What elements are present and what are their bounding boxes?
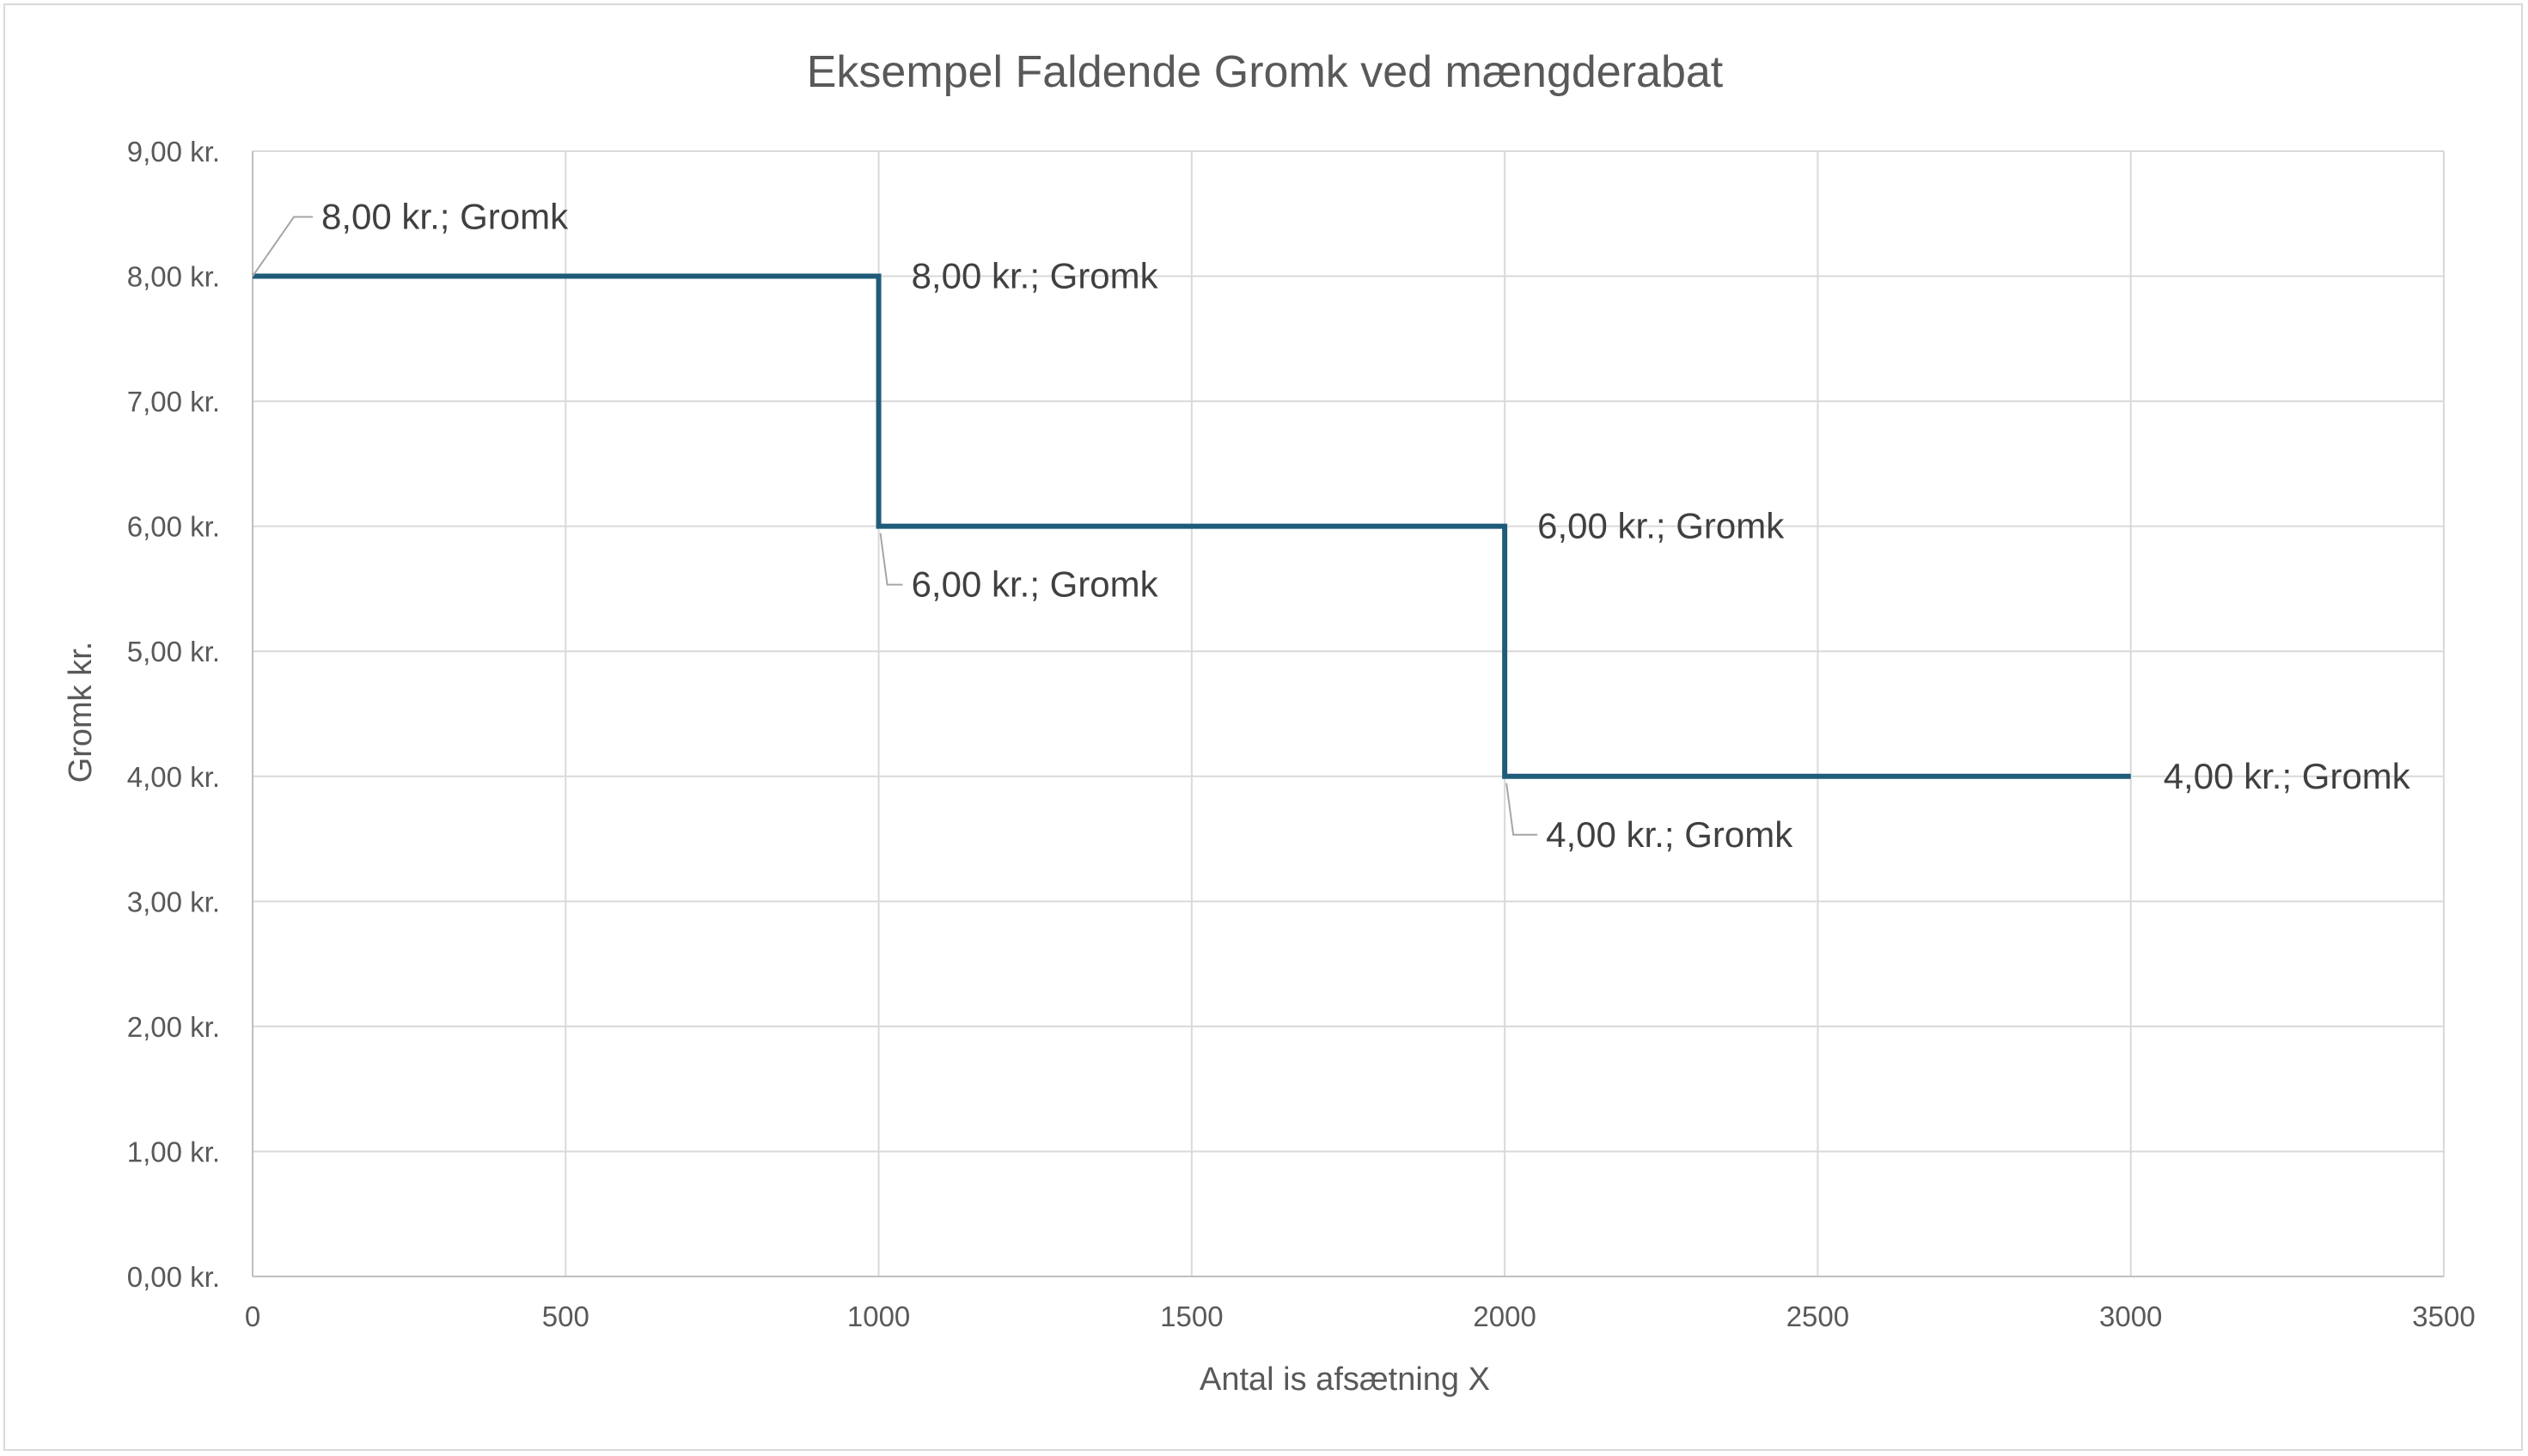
axes: 0,00 kr. 1,00 kr. 2,00 kr. 3,00 kr. 4,00 kr.… <box>127 136 2476 1332</box>
x-tick-label: 3000 <box>2099 1301 2162 1332</box>
x-tick-label: 2000 <box>1473 1301 1536 1332</box>
y-tick-label: 4,00 kr. <box>127 761 220 793</box>
x-tick-label: 1500 <box>1160 1301 1223 1332</box>
data-label: 4,00 kr.; Gromk <box>2164 756 2411 796</box>
x-tick-label: 2500 <box>1786 1301 1849 1332</box>
line-chart: Eksempel Faldende Gromk ved mængderabat … <box>63 47 2476 1398</box>
y-tick-label: 1,00 kr. <box>127 1136 220 1167</box>
x-axis-title: Antal is afsætning X <box>1200 1362 1490 1398</box>
y-axis-title: Gromk kr. <box>63 642 99 783</box>
y-tick-label: 7,00 kr. <box>127 386 220 417</box>
chart-area: Eksempel Faldende Gromk ved mængderabat … <box>3 3 2523 1451</box>
y-tick-label: 2,00 kr. <box>127 1011 220 1043</box>
y-tick-label: 5,00 kr. <box>127 636 220 667</box>
y-tick-label: 8,00 kr. <box>127 261 220 293</box>
series-line <box>253 273 2131 779</box>
gridlines <box>253 150 2445 1276</box>
data-label: 6,00 kr.; Gromk <box>912 564 1159 605</box>
data-labels: 8,00 kr.; Gromk 8,00 kr.; Gromk 6,00 kr.; … <box>252 197 2411 855</box>
data-label: 4,00 kr.; Gromk <box>1546 814 1793 855</box>
y-tick-label: 3,00 kr. <box>127 886 220 917</box>
data-label-leader <box>1505 783 1538 836</box>
data-label-leader <box>879 533 903 586</box>
y-tick-label: 9,00 kr. <box>127 136 220 168</box>
data-label: 8,00 kr.; Gromk <box>912 256 1159 296</box>
x-tick-label: 1000 <box>847 1301 910 1332</box>
data-label: 6,00 kr.; Gromk <box>1537 506 1785 546</box>
data-label-leader <box>252 216 313 277</box>
series <box>253 273 2131 779</box>
y-tick-label: 0,00 kr. <box>127 1261 220 1293</box>
chart-title: Eksempel Faldende Gromk ved mængderabat <box>807 47 1724 97</box>
data-label: 8,00 kr.; Gromk <box>321 197 569 237</box>
x-tick-label: 500 <box>542 1301 589 1332</box>
y-tick-label: 6,00 kr. <box>127 511 220 543</box>
x-tick-label: 3500 <box>2412 1301 2475 1332</box>
x-tick-label: 0 <box>245 1301 260 1332</box>
